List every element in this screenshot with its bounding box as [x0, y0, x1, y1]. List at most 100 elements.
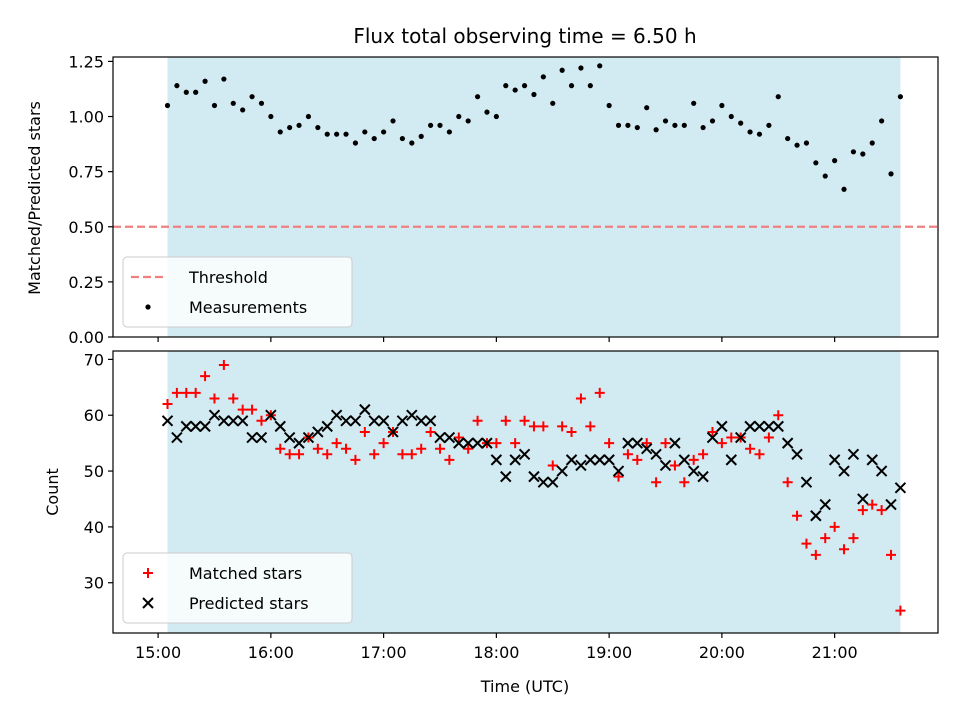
measurement-point	[202, 78, 208, 84]
matched-stars-point	[331, 438, 342, 449]
measurement-point	[503, 83, 509, 89]
matched-stars-point	[641, 438, 652, 449]
predicted-stars-point	[828, 454, 841, 466]
measurement-point	[775, 94, 781, 100]
measurement-point	[615, 122, 622, 128]
matched-stars-point	[688, 454, 699, 465]
legend-box	[122, 256, 353, 328]
predicted-stars-point	[500, 470, 512, 483]
predicted-stars-point	[819, 498, 831, 511]
bottom-panel: 30 40 50 60 70 15:00 16:00 17:00 18:00 19:00 20:00…	[84, 350, 939, 662]
matched-stars-point	[547, 460, 558, 471]
matched-stars-point	[763, 432, 774, 443]
matched-stars-point	[876, 505, 887, 516]
matched-stars-point	[209, 393, 220, 404]
matched-stars-point	[801, 538, 812, 549]
matched-stars-point	[162, 399, 173, 410]
matched-stars-point	[444, 454, 455, 465]
predicted-stars-point	[161, 415, 174, 427]
matched-stars-point	[472, 415, 483, 426]
matched-stars-point	[810, 549, 821, 560]
predicted-stars-point	[594, 454, 606, 466]
matched-stars-point	[557, 421, 568, 432]
legend-matched-swatch	[143, 568, 153, 578]
matched-stars-point	[698, 449, 709, 460]
predicted-stars-point	[189, 420, 202, 433]
predicted-stars-point	[377, 415, 390, 427]
matched-stars-point	[500, 415, 511, 426]
measurement-point	[879, 118, 885, 124]
measurement-point	[653, 127, 659, 133]
matched-stars-point	[660, 438, 671, 449]
matched-stars-point	[181, 387, 192, 398]
measurement-point	[268, 113, 274, 120]
predicted-stars-point	[453, 437, 465, 449]
legend-entry-label: Predicted stars	[189, 594, 309, 613]
matched-stars-point	[745, 443, 756, 454]
matched-stars-point	[378, 438, 389, 449]
matched-stars-point	[754, 449, 765, 460]
predicted-stars-point	[612, 465, 625, 477]
predicted-stars-point	[725, 454, 737, 466]
predicted-stars-point	[603, 454, 615, 466]
predicted-stars-point	[641, 443, 653, 455]
measurement-point	[531, 91, 537, 98]
measurement-point	[343, 131, 349, 137]
matched-stars-point	[726, 432, 737, 443]
measurement-point	[315, 124, 321, 131]
measurement-point	[484, 109, 490, 115]
predicted-stars-point	[274, 420, 286, 433]
predicted-stars-point	[443, 431, 456, 444]
predicted-stars-point	[171, 431, 183, 444]
measurement-point	[559, 67, 565, 73]
measurement-point	[681, 122, 687, 128]
matched-stars-point	[820, 533, 831, 544]
matched-stars-point	[284, 449, 295, 460]
predicted-stars-point	[471, 437, 484, 449]
legend-entry-label: Threshold	[188, 268, 268, 287]
measurement-point	[766, 122, 772, 128]
predicted-stars-point	[387, 426, 399, 438]
matched-stars-point	[782, 477, 793, 488]
chart-title: Flux total observing time = 6.50 h	[353, 24, 696, 48]
predicted-stars-point	[650, 448, 662, 461]
predicted-stars-point	[772, 420, 784, 433]
measurement-point	[794, 142, 800, 148]
measurement-point	[437, 122, 443, 128]
measurement-point	[822, 173, 828, 179]
legend-entry-label: Measurements	[189, 298, 307, 317]
measurement-point	[399, 135, 406, 142]
matched-stars-point	[528, 421, 539, 432]
matched-stars-point	[594, 387, 605, 398]
matched-stars-point	[613, 471, 624, 482]
measurement-point	[371, 135, 377, 142]
matched-stars-point	[669, 460, 680, 471]
matched-stars-point	[190, 387, 201, 398]
predicted-stars-point	[734, 431, 747, 444]
measurement-point	[493, 113, 499, 120]
predicted-stars-point	[368, 415, 380, 427]
bottom-ylabel: Count	[43, 468, 62, 516]
predicted-stars-point	[227, 415, 239, 427]
predicted-stars-point	[265, 409, 277, 421]
predicted-stars-point	[218, 415, 230, 427]
predicted-stars-point	[406, 409, 418, 421]
measurement-point	[860, 151, 866, 157]
x-tick-label: 17:00	[361, 643, 407, 662]
measurement-point	[738, 120, 744, 126]
predicted-stars-point	[584, 454, 597, 466]
legend: Threshold Measurements	[122, 256, 353, 328]
matched-stars-point	[519, 415, 530, 426]
bottom-xlabel: Time (UTC)	[480, 677, 569, 696]
y-tick-label: 0.00	[68, 328, 104, 347]
legend: Matched stars Predicted stars	[122, 552, 353, 624]
predicted-stars-point	[359, 403, 371, 416]
matched-stars-point	[322, 449, 333, 460]
measurement-point	[597, 63, 603, 69]
matched-stars-point	[792, 510, 803, 521]
matched-stars-point	[679, 477, 690, 488]
y-tick-label: 0.75	[68, 163, 104, 182]
measurement-point	[625, 122, 631, 128]
matched-stars-point	[491, 438, 502, 449]
measurement-point	[230, 100, 236, 106]
